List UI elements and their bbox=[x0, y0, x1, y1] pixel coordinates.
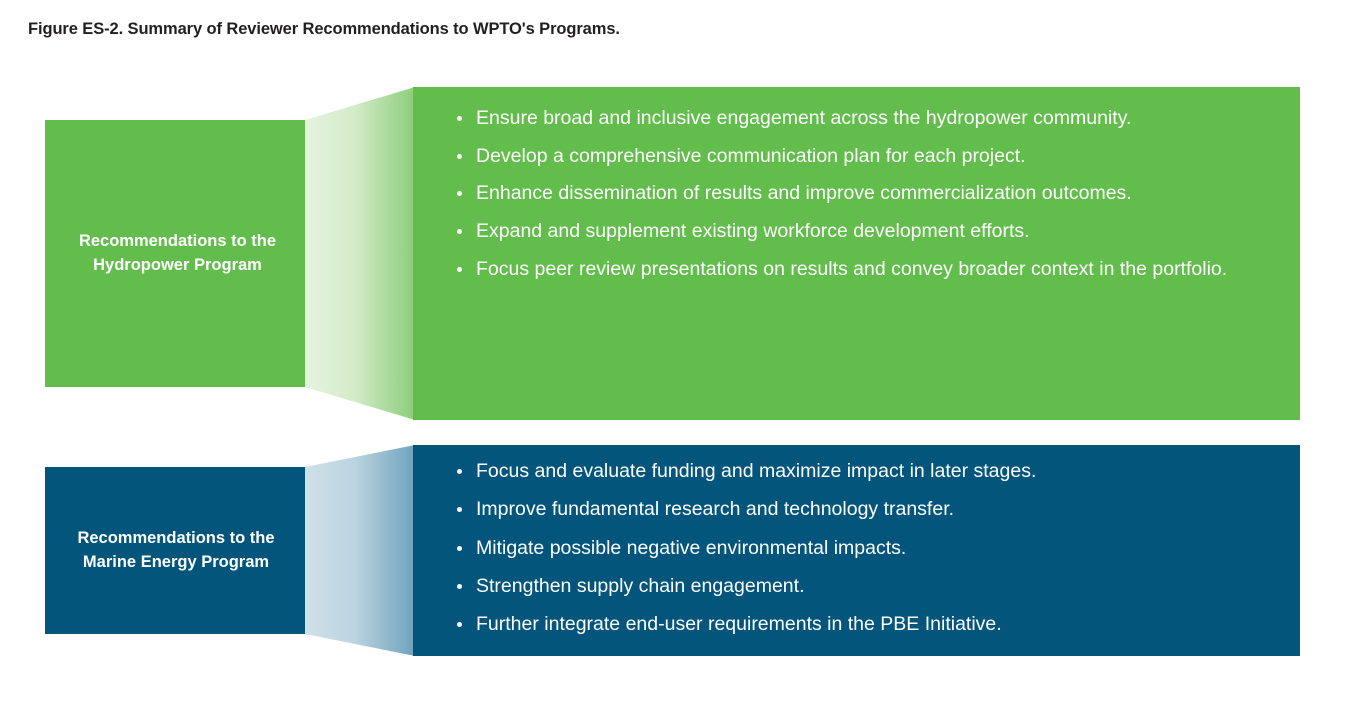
content-panel-marine-energy: Focus and evaluate funding and maximize … bbox=[413, 445, 1300, 656]
list-item: Develop a comprehensive communication pl… bbox=[455, 142, 1276, 172]
list-item: Ensure broad and inclusive engagement ac… bbox=[455, 104, 1276, 134]
recommendation-group-hydropower: Recommendations to the Hydropower Progra… bbox=[0, 87, 1350, 420]
funnel-shape-marine-energy-icon bbox=[305, 445, 415, 656]
funnel-connector-hydropower bbox=[305, 87, 415, 420]
list-item: Improve fundamental research and technol… bbox=[455, 495, 1276, 524]
content-panel-hydropower: Ensure broad and inclusive engagement ac… bbox=[413, 87, 1300, 420]
bullet-list-hydropower: Ensure broad and inclusive engagement ac… bbox=[455, 104, 1276, 284]
list-item: Strengthen supply chain engagement. bbox=[455, 572, 1276, 601]
list-item: Enhance dissemination of results and imp… bbox=[455, 179, 1276, 209]
recommendation-group-marine-energy: Recommendations to the Marine Energy Pro… bbox=[0, 445, 1350, 656]
label-box-marine-energy-text: Recommendations to the Marine Energy Pro… bbox=[77, 529, 275, 571]
list-item: Focus and evaluate funding and maximize … bbox=[455, 457, 1276, 486]
figure-title: Figure ES-2. Summary of Reviewer Recomme… bbox=[28, 20, 620, 38]
label-box-hydropower: Recommendations to the Hydropower Progra… bbox=[45, 120, 310, 387]
list-item: Focus peer review presentations on resul… bbox=[455, 255, 1276, 285]
funnel-connector-marine-energy bbox=[305, 445, 415, 656]
list-item: Expand and supplement existing workforce… bbox=[455, 217, 1276, 247]
bullet-list-marine-energy: Focus and evaluate funding and maximize … bbox=[455, 457, 1276, 639]
list-item: Mitigate possible negative environmental… bbox=[455, 534, 1276, 563]
label-box-marine-energy: Recommendations to the Marine Energy Pro… bbox=[45, 467, 307, 634]
funnel-shape-hydropower-icon bbox=[305, 87, 415, 420]
label-box-hydropower-text: Recommendations to the Hydropower Progra… bbox=[78, 232, 277, 274]
list-item: Further integrate end-user requirements … bbox=[455, 610, 1276, 639]
